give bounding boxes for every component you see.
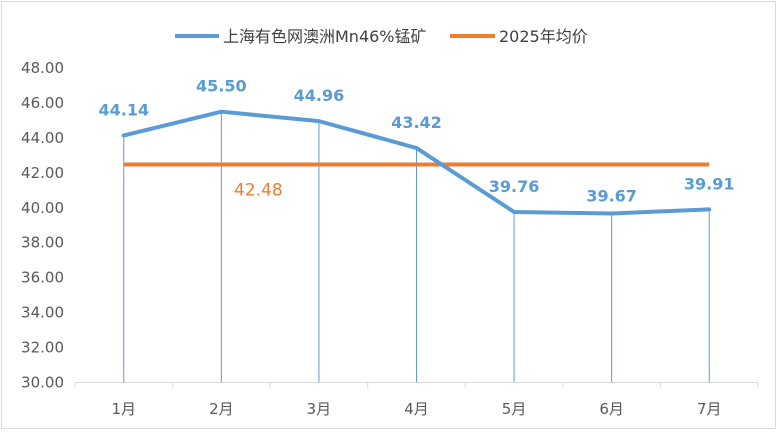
data-label: 39.91 [684, 174, 735, 193]
y-tick-label: 42.00 [21, 164, 64, 182]
data-label: 42.48 [234, 180, 283, 200]
drop-lines [123, 111, 710, 383]
legend-label: 上海有色网澳洲Mn46%锰矿 [223, 27, 427, 46]
x-tick-label: 3月 [307, 400, 332, 418]
y-tick-label: 32.00 [21, 339, 64, 357]
series-line-mn46-ore [121, 109, 712, 216]
y-tick-label: 38.00 [21, 234, 64, 252]
y-tick-label: 46.00 [21, 94, 64, 112]
legend: 上海有色网澳洲Mn46%锰矿 2025年均价 [175, 27, 588, 46]
series-lines [121, 109, 712, 216]
y-tick-label: 44.00 [21, 129, 64, 147]
data-label: 44.96 [294, 86, 345, 105]
data-label: 39.76 [489, 177, 540, 196]
data-label: 39.67 [586, 187, 637, 206]
data-label: 44.14 [98, 100, 149, 119]
y-tick-label: 48.00 [21, 59, 64, 77]
x-tick-label: 5月 [502, 400, 527, 418]
legend-label: 2025年均价 [499, 27, 588, 46]
data-labels: 44.14 45.50 44.96 43.42 39.76 39.67 39.91 42.48 [98, 77, 734, 206]
data-label: 43.42 [391, 113, 442, 132]
y-tick-label: 30.00 [21, 374, 64, 392]
x-axis-labels: 1月 2月 3月 4月 5月 6月 7月 [112, 400, 722, 418]
y-tick-label: 40.00 [21, 199, 64, 217]
y-tick-label: 34.00 [21, 304, 64, 322]
chart-frame [1, 1, 776, 429]
x-tick-label: 4月 [404, 400, 429, 418]
data-label: 45.50 [196, 77, 247, 96]
x-axis-ticks [74, 382, 759, 388]
y-tick-label: 36.00 [21, 269, 64, 287]
x-tick-label: 2月 [209, 400, 234, 418]
x-tick-label: 1月 [112, 400, 137, 418]
y-axis-labels: 30.00 32.00 34.00 36.00 38.00 40.00 42.00 44.00… [21, 59, 64, 392]
x-tick-label: 6月 [599, 400, 624, 418]
x-tick-label: 7月 [697, 400, 722, 418]
